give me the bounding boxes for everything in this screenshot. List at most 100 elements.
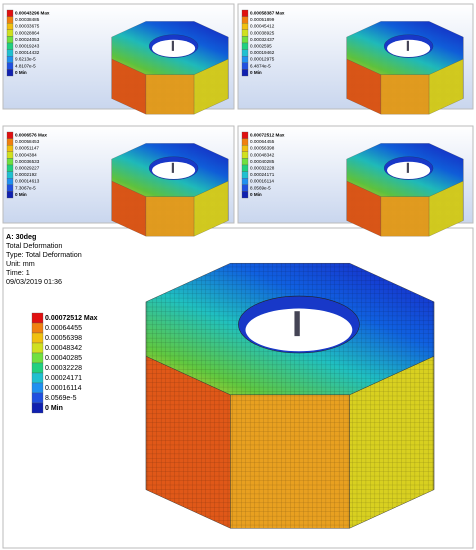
mesh: [429, 181, 464, 237]
slot: [406, 162, 409, 173]
mesh: [429, 59, 464, 115]
mesh: [111, 59, 146, 115]
legend-swatch: [31, 392, 44, 404]
legend-swatch: [241, 42, 249, 50]
nut-model: [145, 262, 435, 529]
legend-swatch: [6, 42, 14, 50]
legend-label: 8.0569e-5: [250, 185, 271, 190]
legend-swatch: [6, 164, 14, 172]
legend-label: 0.00051147: [15, 146, 39, 151]
legend-swatch: [6, 145, 14, 152]
legend-label: 0.0002192: [15, 172, 37, 177]
mesh: [349, 356, 434, 529]
legend-label: 0.0006576 Max: [15, 133, 47, 138]
legend-label: 0.00019462: [250, 50, 275, 55]
legend-swatch: [31, 352, 44, 364]
legend-swatch: [6, 29, 14, 37]
legend-swatch: [241, 16, 249, 24]
legend-label: 0.00019243: [15, 44, 40, 49]
legend-label: 0.00043296 Max: [15, 11, 50, 16]
legend-label: 0.00051899: [250, 17, 275, 22]
legend-label: 0.00024171: [45, 375, 82, 382]
legend-label: 0.00045412: [250, 24, 275, 29]
legend-label: 0.00040285: [250, 159, 275, 164]
mesh: [194, 181, 229, 237]
nut-model: [346, 143, 464, 237]
legend-swatch: [241, 164, 249, 172]
legend-label: 0.0002595: [250, 44, 272, 49]
legend-swatch: [241, 23, 249, 30]
legend-swatch: [241, 29, 249, 37]
nut-model: [111, 21, 229, 115]
legend-swatch: [6, 23, 14, 30]
legend-swatch: [241, 171, 249, 179]
legend-swatch: [31, 312, 44, 324]
legend-label: 0.00056398: [250, 146, 275, 151]
legend-label: 6.4874e-5: [250, 63, 271, 68]
legend-swatch: [6, 62, 14, 70]
slot: [406, 40, 409, 51]
legend-swatch: [31, 332, 44, 344]
legend-swatch: [31, 342, 44, 354]
legend-swatch: [6, 184, 14, 192]
legend-label: 0.00024053: [15, 37, 40, 42]
legend-label: 0.00040285: [45, 355, 82, 362]
legend-label: 0 Min: [15, 70, 27, 75]
legend-label: 0.00072512 Max: [250, 133, 285, 138]
legend-swatch: [241, 131, 249, 139]
legend-swatch: [241, 138, 249, 146]
mesh: [380, 74, 430, 115]
mesh: [145, 196, 195, 237]
mesh: [380, 196, 430, 237]
legend-swatch: [241, 145, 249, 152]
legend-swatch: [6, 191, 14, 199]
legend-swatch: [241, 9, 249, 17]
legend-swatch: [31, 372, 44, 384]
legend-label: 0.00056398: [45, 335, 82, 342]
legend-label: 0.00014613: [15, 179, 40, 184]
legend-swatch: [31, 322, 44, 334]
legend-label: 8.0569e-5: [45, 395, 77, 402]
legend-swatch: [241, 151, 249, 159]
legend-label: 0.00038925: [250, 30, 275, 35]
legend-label: 0.00048342: [250, 152, 275, 157]
legend-label: 0.00064455: [45, 325, 82, 332]
legend-label: 4.8107e-5: [15, 63, 36, 68]
legend-label: 0.00029227: [15, 166, 40, 171]
header-line: 09/03/2019 01:36: [6, 277, 62, 286]
legend-swatch: [241, 69, 249, 77]
nut-model: [111, 143, 229, 237]
legend-label: 0.00024171: [250, 172, 275, 177]
legend-label: 0.00012975: [250, 57, 275, 62]
legend-swatch: [6, 49, 14, 57]
mesh: [346, 59, 381, 115]
legend-swatch: [6, 178, 14, 185]
legend-swatch: [6, 69, 14, 77]
legend-label: 0.00014432: [15, 50, 40, 55]
mesh: [145, 74, 195, 115]
legend-label: 0.00038485: [15, 17, 40, 22]
legend-label: 0.00028864: [15, 30, 40, 35]
legend-label: 0.00016114: [250, 179, 274, 184]
mesh: [111, 181, 146, 237]
legend-swatch: [6, 171, 14, 179]
legend-label: 0.00036533: [15, 159, 40, 164]
legend-label: 0 Min: [45, 405, 63, 412]
legend-swatch: [241, 36, 249, 44]
legend-swatch: [6, 151, 14, 159]
legend-swatch: [6, 16, 14, 24]
legend-swatch: [6, 158, 14, 166]
slot: [171, 162, 174, 173]
legend-swatch: [241, 56, 249, 63]
header-line: Time: 1: [6, 268, 30, 277]
legend-label: 0 Min: [250, 70, 262, 75]
header-line: Unit: mm: [6, 259, 35, 268]
slot: [294, 311, 300, 337]
legend-swatch: [31, 382, 44, 394]
mesh: [230, 394, 350, 529]
legend-label: 7.3067e-5: [15, 185, 36, 190]
mesh: [146, 356, 231, 529]
mesh: [194, 59, 229, 115]
legend-label: 0.0004384: [15, 152, 37, 157]
